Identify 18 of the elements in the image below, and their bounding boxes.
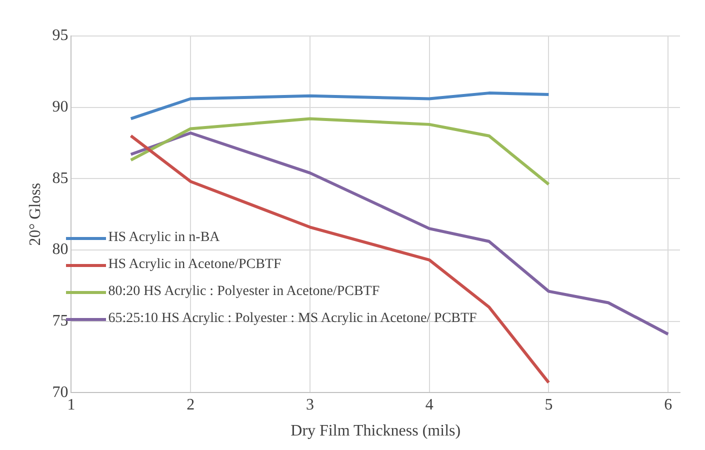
y-tick-label: 80	[52, 241, 68, 258]
legend-label: 80:20 HS Acrylic : Polyester in Acetone/PCBTF	[108, 282, 380, 300]
y-tick-label: 85	[52, 170, 68, 187]
x-axis-title: Dry Film Thickness (mils)	[290, 422, 461, 440]
x-tick-label: 3	[306, 396, 314, 414]
legend-label: HS Acrylic in n-BA	[108, 228, 220, 246]
x-tick-label: 2	[186, 396, 195, 414]
x-tick-label: 4	[425, 396, 434, 414]
x-tick-label: 6	[664, 396, 672, 414]
legend-label: 65:25:10 HS Acrylic : Polyester : MS Acrylic in Acetone/ PCBTF	[108, 310, 477, 327]
y-tick-label: 90	[52, 98, 68, 116]
y-axis-title: 20° Gloss	[26, 182, 44, 246]
legend-label: HS Acrylic in Acetone/PCBTF	[108, 256, 282, 273]
x-tick-label: 5	[544, 396, 553, 414]
y-tick-label: 95	[52, 27, 68, 44]
y-tick-label: 75	[52, 312, 68, 330]
x-tick-label: 1	[67, 396, 76, 414]
y-tick-label: 70	[52, 384, 68, 401]
